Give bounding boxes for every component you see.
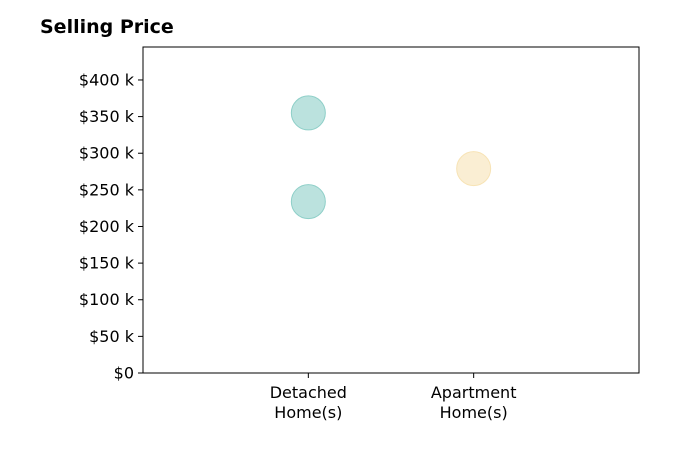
- y-axis: $0 $50 k $100 k $150 k $200 k $250 k $300 k $35…: [79, 70, 143, 382]
- x-axis: Detached Home(s)Apartment Home(s): [270, 373, 517, 422]
- y-tick-label: $200 k: [79, 217, 135, 236]
- plot-area-frame: [143, 47, 639, 373]
- x-tick-label-line: Home(s): [440, 403, 508, 422]
- y-tick-label: $350 k: [79, 107, 135, 126]
- x-tick-label: Apartment Home(s): [431, 383, 517, 422]
- data-point: [457, 152, 491, 186]
- y-tick-label: $0: [114, 364, 134, 383]
- x-tick-label-line: Detached: [270, 383, 347, 402]
- y-tick-label: $50 k: [89, 327, 135, 346]
- y-tick-label: $150 k: [79, 254, 135, 273]
- y-tick-label: $250 k: [79, 180, 135, 199]
- x-tick-label-line: Apartment: [431, 383, 517, 402]
- y-tick-label: $300 k: [79, 144, 135, 163]
- y-tick-label: $100 k: [79, 290, 135, 309]
- data-points: [291, 96, 490, 219]
- data-point: [291, 96, 325, 130]
- data-point: [291, 185, 325, 219]
- x-tick-label-line: Home(s): [274, 403, 342, 422]
- x-tick-label: Detached Home(s): [270, 383, 347, 422]
- y-tick-label: $400 k: [79, 70, 135, 89]
